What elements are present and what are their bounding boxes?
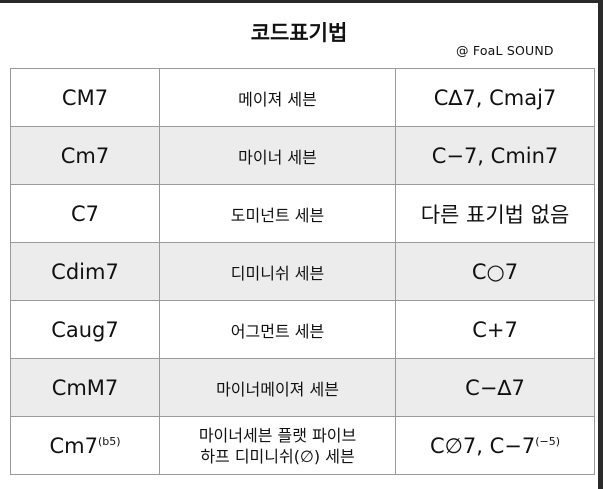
chord-symbol-cell: CM7 bbox=[10, 68, 160, 127]
table-row: Cdim7 디미니쉬 세븐 C○7 bbox=[10, 242, 595, 301]
chord-notation-cell: C+7 bbox=[395, 300, 595, 359]
table-row: Caug7 어그먼트 세븐 C+7 bbox=[10, 300, 595, 359]
chord-notation-cell: C−∆7 bbox=[395, 358, 595, 417]
chord-name-cell: 도미넌트 세븐 bbox=[159, 184, 396, 243]
chord-notation-superscript: (−5) bbox=[535, 434, 561, 448]
table-row: Cm7(b5) 마이너세븐 플랫 파이브 하프 디미니쉬(∅) 세븐 C∅7, … bbox=[10, 416, 595, 475]
chord-notation-cell: C∅7, C−7(−5) bbox=[395, 416, 595, 475]
chord-name-cell: 디미니쉬 세븐 bbox=[159, 242, 396, 301]
credit-text: @ FoaL SOUND bbox=[456, 43, 554, 58]
chord-table: CM7 메이져 세븐 C∆7, Cmaj7 Cm7 마이너 세븐 C−7, Cm… bbox=[10, 68, 595, 475]
chord-symbol-cell: Cm7(b5) bbox=[10, 416, 160, 475]
chord-name-cell: 마이너 세븐 bbox=[159, 126, 396, 185]
chord-symbol-superscript: (b5) bbox=[97, 434, 121, 448]
chord-symbol-text: Cm7 bbox=[49, 433, 98, 458]
chord-notation-text: C∅7, C−7 bbox=[429, 433, 536, 458]
chord-name-line: 하프 디미니쉬(∅) 세븐 bbox=[200, 446, 355, 466]
chord-notation-cell: C−7, Cmin7 bbox=[395, 126, 595, 185]
table-row: C7 도미넌트 세븐 다른 표기법 없음 bbox=[10, 184, 595, 243]
chord-symbol-cell: C7 bbox=[10, 184, 160, 243]
chord-name-cell: 마이너메이져 세븐 bbox=[159, 358, 396, 417]
chord-name-cell: 어그먼트 세븐 bbox=[159, 300, 396, 359]
chord-name-cell: 메이져 세븐 bbox=[159, 68, 396, 127]
chord-name-line: 마이너세븐 플랫 파이브 bbox=[198, 425, 357, 445]
chord-symbol-cell: Cdim7 bbox=[10, 242, 160, 301]
chord-name-cell: 마이너세븐 플랫 파이브 하프 디미니쉬(∅) 세븐 bbox=[159, 416, 396, 475]
chord-symbol-cell: Caug7 bbox=[10, 300, 160, 359]
table-row: CmM7 마이너메이져 세븐 C−∆7 bbox=[10, 358, 595, 417]
table-row: CM7 메이져 세븐 C∆7, Cmaj7 bbox=[10, 68, 595, 127]
chord-notation-cell: C○7 bbox=[395, 242, 595, 301]
chord-symbol-cell: Cm7 bbox=[10, 126, 160, 185]
chord-notation-sheet: 코드표기법 @ FoaL SOUND CM7 메이져 세븐 C∆7, Cmaj7… bbox=[0, 3, 598, 489]
chord-symbol-cell: CmM7 bbox=[10, 358, 160, 417]
page-title: 코드표기법 bbox=[250, 21, 348, 45]
chord-notation-cell: C∆7, Cmaj7 bbox=[395, 68, 595, 127]
table-row: Cm7 마이너 세븐 C−7, Cmin7 bbox=[10, 126, 595, 185]
chord-notation-cell: 다른 표기법 없음 bbox=[395, 184, 595, 243]
